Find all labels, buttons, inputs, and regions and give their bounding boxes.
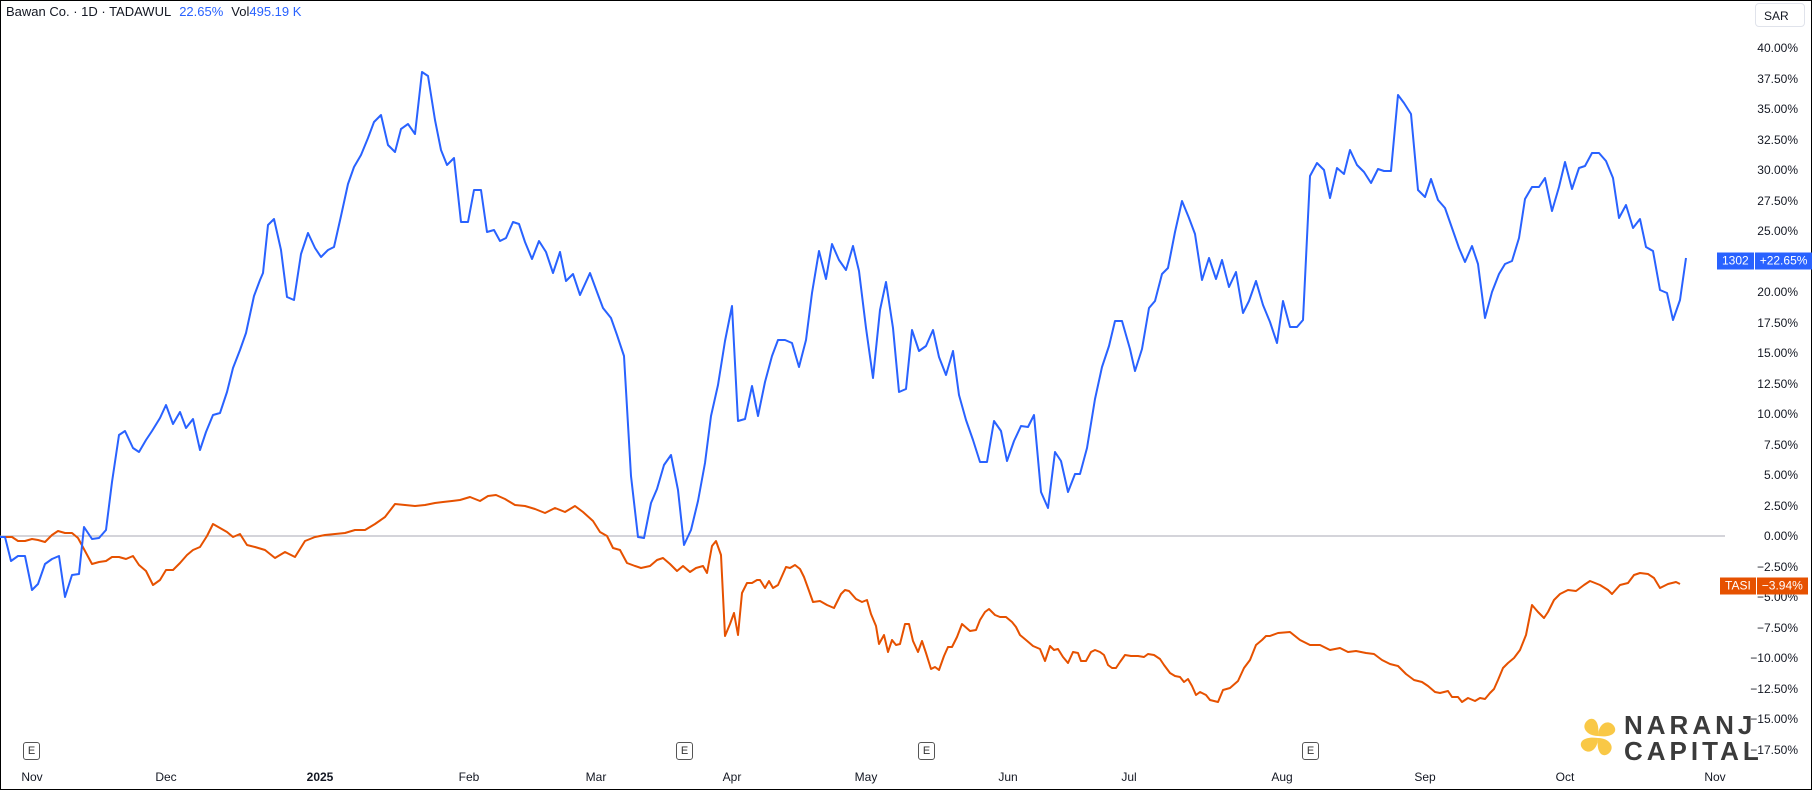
y-tick: 0.00%	[1763, 529, 1798, 543]
price-tag-value: +22.65%	[1753, 252, 1812, 270]
symbol-title[interactable]: Bawan Co. · 1D · TADAWUL	[6, 4, 172, 19]
y-tick: −15.00%	[1750, 712, 1798, 726]
legend: Bawan Co. · 1D · TADAWUL 22.65% Vol 495.1…	[6, 4, 301, 19]
y-tick: 35.00%	[1757, 102, 1798, 116]
currency-button[interactable]: SAR	[1755, 3, 1805, 27]
price-tag-1302: 1302 +22.65%	[1717, 252, 1812, 270]
price-tag-tasi: TASI −3.94%	[1720, 577, 1808, 595]
earnings-badge[interactable]: E	[918, 742, 935, 760]
series-tasi-line	[0, 494, 1681, 703]
logo-line2: CAPITAL	[1624, 736, 1763, 766]
earnings-badge[interactable]: E	[676, 742, 693, 760]
naranj-capital-logo: NARANJ CAPITAL	[1578, 712, 1763, 764]
x-tick: Feb	[458, 770, 480, 784]
y-tick: 5.00%	[1763, 468, 1798, 482]
x-tick: Oct	[1555, 770, 1575, 784]
earnings-badge[interactable]: E	[1302, 742, 1319, 760]
y-tick: −12.50%	[1750, 682, 1798, 696]
y-tick: −17.50%	[1750, 743, 1798, 757]
x-tick: Jun	[998, 770, 1018, 784]
y-tick: 15.00%	[1757, 346, 1798, 360]
y-tick: 40.00%	[1757, 41, 1798, 55]
y-tick: −2.50%	[1756, 560, 1798, 574]
y-tick: 10.00%	[1757, 407, 1798, 421]
y-tick: 2.50%	[1763, 499, 1798, 513]
y-tick: 30.00%	[1757, 163, 1798, 177]
y-tick: 7.50%	[1763, 438, 1798, 452]
volume-value: 495.19 K	[249, 4, 302, 19]
x-tick: Nov	[21, 770, 43, 784]
y-tick: 32.50%	[1757, 133, 1798, 147]
y-tick: −10.00%	[1750, 651, 1798, 665]
y-tick: 25.00%	[1757, 224, 1798, 238]
x-tick: 2025	[306, 770, 334, 784]
y-tick: 37.50%	[1757, 72, 1798, 86]
x-tick: May	[854, 770, 878, 784]
y-tick: −7.50%	[1756, 621, 1798, 635]
y-tick: 17.50%	[1757, 316, 1798, 330]
earnings-badge[interactable]: E	[23, 742, 40, 760]
x-tick: Aug	[1271, 770, 1293, 784]
x-tick: Sep	[1414, 770, 1436, 784]
x-tick: Dec	[155, 770, 177, 784]
y-tick: 12.50%	[1757, 377, 1798, 391]
change-value: 22.65%	[179, 4, 224, 19]
x-tick: Nov	[1704, 770, 1726, 784]
series-1302-line	[0, 71, 1687, 598]
logo-line1: NARANJ	[1624, 710, 1757, 740]
y-tick: 20.00%	[1757, 285, 1798, 299]
y-tick: 27.50%	[1757, 194, 1798, 208]
x-tick: Mar	[585, 770, 607, 784]
flower-logo-icon	[1580, 718, 1616, 756]
price-tag-ticker: 1302	[1722, 253, 1749, 268]
volume-label: Vol	[231, 4, 250, 19]
x-tick: Apr	[722, 770, 742, 784]
price-tag-value: −3.94%	[1755, 577, 1808, 595]
price-tag-ticker: TASI	[1725, 578, 1751, 593]
x-tick: Jul	[1121, 770, 1137, 784]
